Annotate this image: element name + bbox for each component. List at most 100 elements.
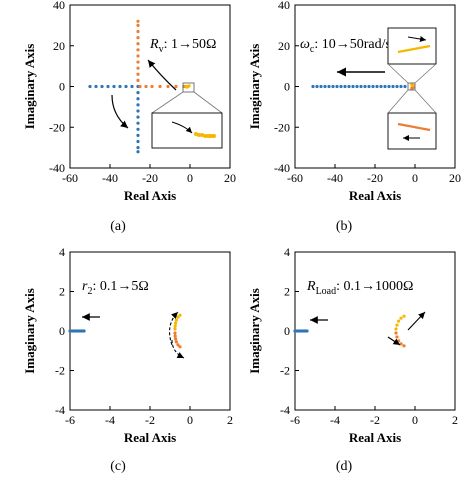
data-point	[343, 84, 347, 89]
zoom-connector	[414, 63, 437, 84]
data-point	[176, 315, 180, 319]
data-point	[197, 133, 201, 137]
data-point	[351, 84, 355, 89]
zoom-connector	[387, 89, 409, 114]
arrow-icon	[387, 336, 401, 346]
arrow-icon	[407, 311, 426, 331]
y-tick-label: -4	[280, 403, 290, 417]
data-point	[379, 84, 383, 89]
annotation-arrows	[82, 59, 426, 359]
data-point	[315, 84, 319, 89]
data-point	[136, 19, 140, 23]
arrow-icon	[171, 121, 193, 134]
data-point	[174, 340, 178, 344]
y-tick-label: -2	[280, 364, 290, 378]
x-tick-label: 20	[224, 171, 236, 185]
data-point	[94, 84, 98, 89]
data-point	[88, 84, 92, 89]
data-point	[395, 84, 399, 89]
x-axis-label: Real Axis	[349, 188, 401, 203]
x-tick-label: -20	[142, 171, 158, 185]
y-tick-label: -40	[49, 161, 65, 175]
data-point	[395, 323, 399, 327]
data-point	[397, 319, 401, 323]
data-point	[399, 84, 403, 89]
data-point	[367, 84, 371, 89]
x-tick-label: -2	[370, 413, 380, 427]
data-point	[395, 335, 399, 339]
arrow-icon	[147, 59, 177, 91]
parameter-annotation: Rv: 1→50Ω	[149, 37, 216, 55]
y-tick-label: 0	[59, 324, 65, 338]
arrow-icon	[407, 36, 427, 42]
arrow-icon	[169, 311, 179, 346]
y-tick-label: -20	[274, 120, 290, 134]
data-point	[136, 109, 140, 113]
y-tick-label: 2	[284, 285, 290, 299]
arrow-icon	[171, 339, 185, 359]
zoom-connector	[414, 89, 437, 114]
data-point	[399, 316, 403, 320]
x-axis-label: Real Axis	[349, 430, 401, 445]
data-point	[174, 84, 178, 89]
data-point	[136, 72, 140, 76]
y-tick-label: 4	[284, 245, 290, 259]
x-tick-label: -2	[145, 413, 155, 427]
x-tick-label: -6	[290, 413, 300, 427]
data-point	[130, 84, 134, 89]
data-point	[82, 329, 86, 333]
y-tick-label: -20	[49, 120, 65, 134]
y-axis-label: Imaginary Axis	[247, 44, 262, 130]
data-point	[173, 327, 177, 331]
y-axis-label: Imaginary Axis	[247, 288, 262, 374]
data-point	[410, 83, 414, 87]
y-tick-label: -4	[55, 403, 65, 417]
data-point	[339, 84, 343, 89]
x-tick-label: 2	[452, 413, 458, 427]
x-tick-label: -6	[65, 413, 75, 427]
x-tick-label: 0	[187, 171, 193, 185]
data-point	[158, 84, 162, 89]
data-point	[100, 84, 104, 89]
y-tick-label: 40	[53, 0, 65, 12]
y-tick-label: 2	[59, 285, 65, 299]
y-axis-label: Imaginary Axis	[22, 288, 37, 374]
data-point	[311, 84, 315, 89]
data-point	[136, 48, 140, 52]
data-point	[174, 321, 178, 325]
y-tick-label: 0	[284, 324, 290, 338]
data-point	[359, 84, 363, 89]
data-point	[136, 127, 140, 131]
data-point	[136, 150, 140, 154]
data-point	[397, 339, 401, 343]
data-point	[136, 91, 140, 95]
data-point	[403, 84, 407, 89]
zoom-box	[407, 82, 416, 91]
y-tick-label: 40	[278, 0, 290, 12]
data-point	[136, 133, 140, 137]
data-point	[136, 115, 140, 119]
data-point	[136, 78, 140, 82]
panel-label: (d)	[336, 459, 353, 474]
x-tick-label: 0	[412, 413, 418, 427]
x-tick-label: -40	[327, 171, 343, 185]
inset-frame	[387, 112, 437, 150]
data-point	[203, 134, 207, 138]
data-point	[174, 318, 178, 322]
x-tick-label: -4	[105, 413, 115, 427]
data-point	[136, 60, 140, 64]
data-point	[212, 134, 216, 138]
x-tick-label: -4	[330, 413, 340, 427]
locus-segment	[397, 122, 431, 132]
data-point	[323, 84, 327, 89]
data-point	[331, 84, 335, 89]
arrow-icon	[111, 94, 129, 129]
data-point	[387, 84, 391, 89]
data-point	[124, 84, 128, 89]
data-point	[383, 84, 387, 89]
data-point	[347, 84, 351, 89]
x-tick-label: 2	[227, 413, 233, 427]
data-point	[136, 121, 140, 125]
